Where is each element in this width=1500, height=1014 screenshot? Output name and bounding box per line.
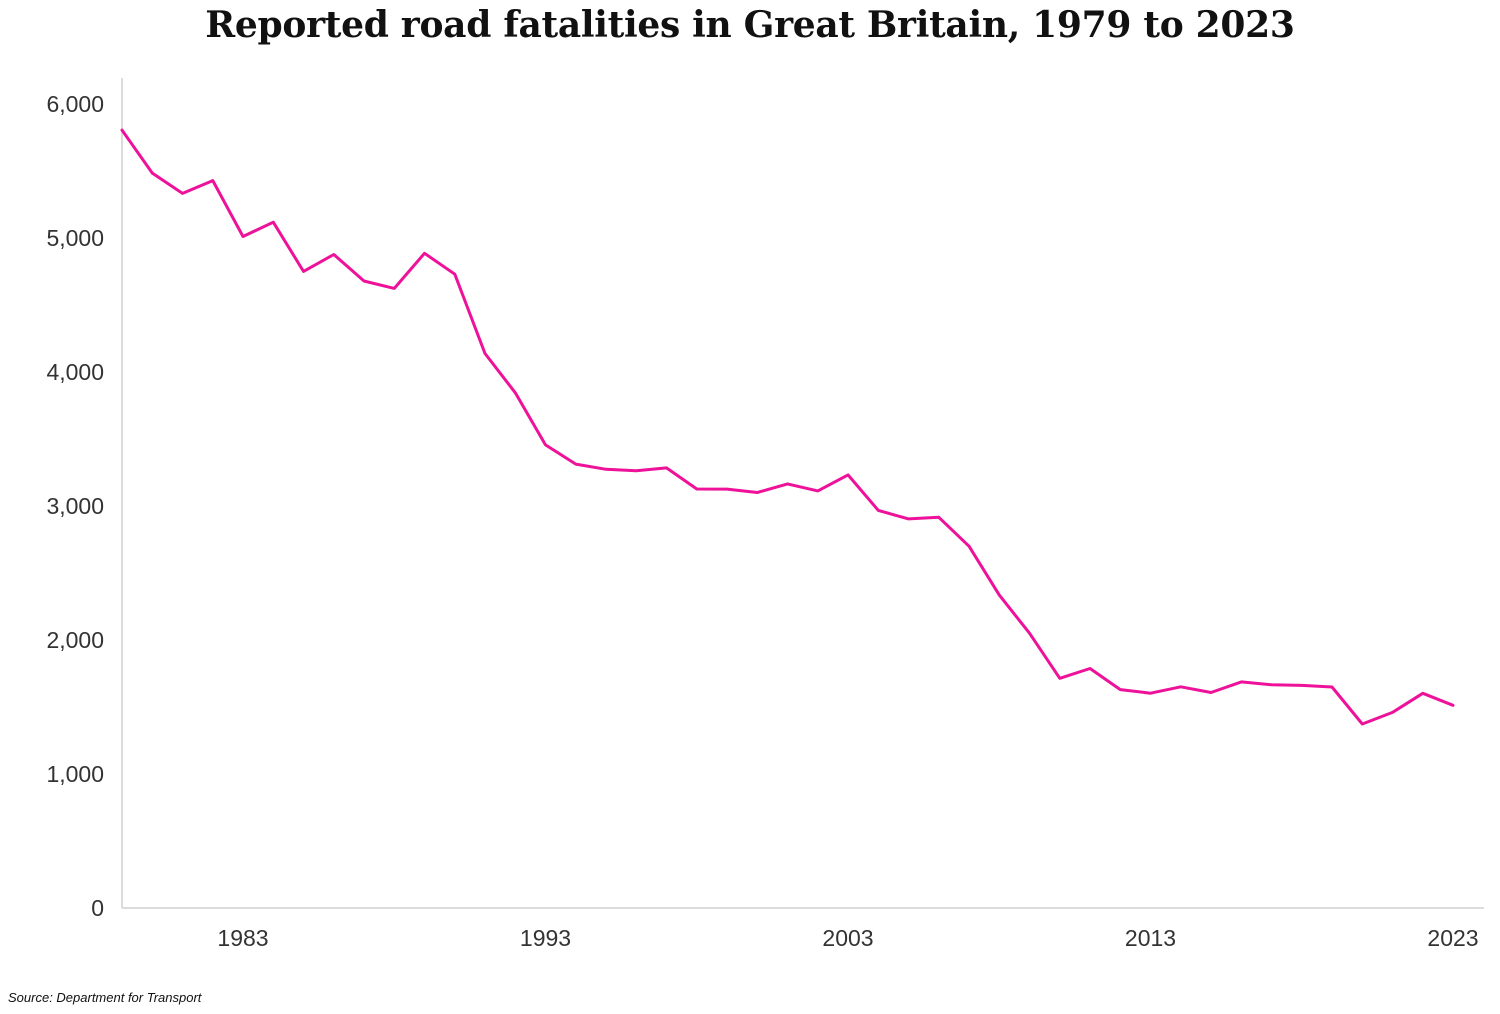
chart-title: Reported road fatalities in Great Britai… xyxy=(205,4,1295,46)
series-line-fatalities xyxy=(120,128,1455,726)
y-tick-label: 0 xyxy=(91,895,104,921)
x-tick-label: 2023 xyxy=(1427,925,1478,951)
series-group xyxy=(120,128,1455,726)
x-tick-label: 2013 xyxy=(1125,925,1176,951)
x-tick-label: 2003 xyxy=(822,925,873,951)
x-tick-label: 1993 xyxy=(520,925,571,951)
y-tick-label: 6,000 xyxy=(46,91,104,117)
y-axis: 0 1,000 2,000 3,000 4,000 5,000 6,000 xyxy=(46,78,123,921)
y-tick-label: 2,000 xyxy=(46,627,104,653)
y-tick-label: 5,000 xyxy=(46,225,104,251)
source-note: Source: Department for Transport xyxy=(8,990,202,1005)
x-axis: 1983 1993 2003 2013 2023 xyxy=(122,907,1484,951)
y-tick-label: 3,000 xyxy=(46,493,104,519)
y-tick-label: 1,000 xyxy=(46,761,104,787)
y-tick-label: 4,000 xyxy=(46,359,104,385)
x-tick-label: 1983 xyxy=(217,925,268,951)
